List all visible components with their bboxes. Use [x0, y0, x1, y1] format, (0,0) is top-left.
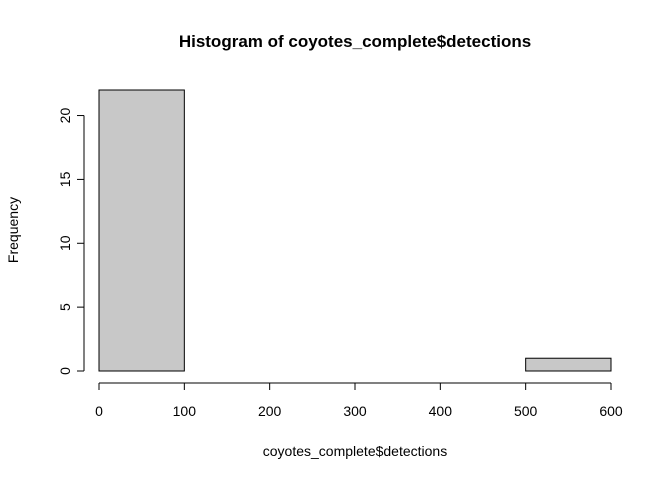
- y-tick-label: 0: [57, 367, 73, 375]
- x-tick-label: 300: [343, 403, 367, 419]
- x-tick-label: 200: [258, 403, 282, 419]
- y-tick-label: 10: [57, 235, 73, 251]
- histogram-bars: [98, 89, 612, 372]
- histogram-bar-5: [525, 357, 612, 372]
- x-tick-label: 0: [95, 403, 103, 419]
- x-axis: 0 100 200 300 400 500 600: [95, 382, 623, 419]
- y-tick-label: 15: [57, 171, 73, 187]
- y-axis-label: Frequency: [5, 197, 21, 263]
- y-tick-label: 5: [57, 303, 73, 311]
- x-tick-label: 600: [599, 403, 623, 419]
- chart-title: Histogram of coyotes_complete$detections: [179, 32, 531, 51]
- y-tick-label: 20: [57, 108, 73, 124]
- x-axis-label: coyotes_complete$detections: [263, 443, 447, 459]
- x-tick-label: 400: [429, 403, 453, 419]
- x-tick-label: 100: [173, 403, 197, 419]
- histogram-bar-0: [98, 89, 185, 372]
- y-axis: 0 5 10 15 20: [57, 108, 85, 375]
- x-tick-label: 500: [514, 403, 538, 419]
